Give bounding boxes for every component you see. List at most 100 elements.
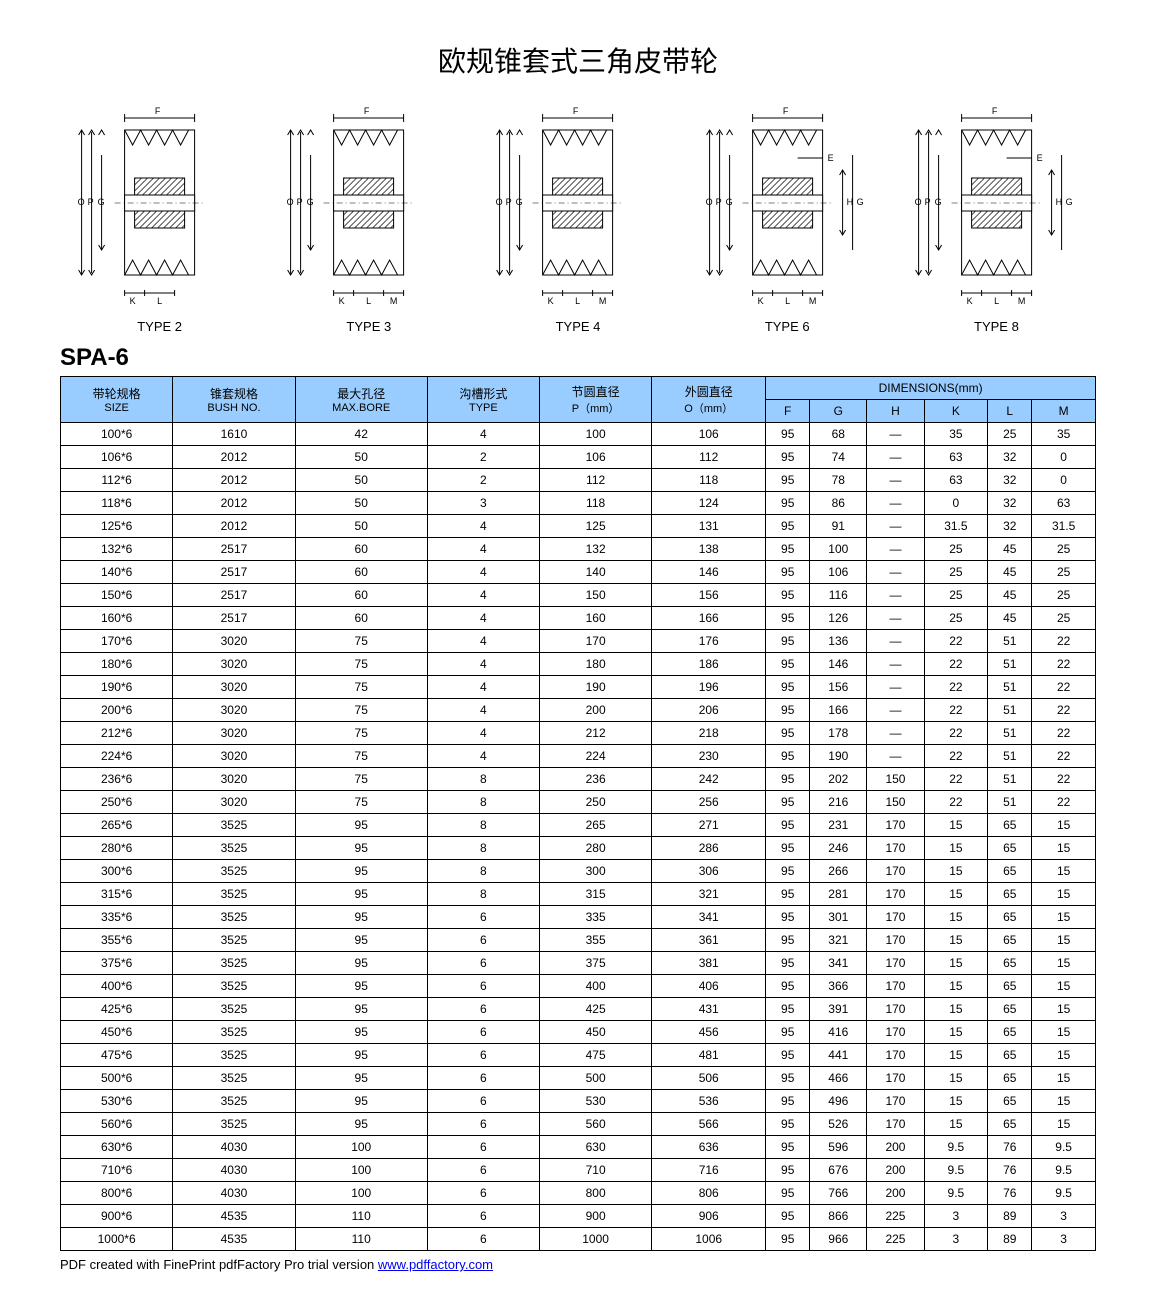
table-cell: 65 bbox=[988, 929, 1032, 952]
table-cell: 15 bbox=[1032, 883, 1096, 906]
table-row: 425*6352595642543195391170156515 bbox=[61, 998, 1096, 1021]
table-cell: 45 bbox=[988, 538, 1032, 561]
table-cell: 75 bbox=[295, 768, 427, 791]
table-cell: 906 bbox=[652, 1205, 766, 1228]
table-cell: 6 bbox=[427, 952, 539, 975]
table-cell: 95 bbox=[766, 975, 810, 998]
diagram: FOPGKLMTYPE 4 bbox=[478, 100, 677, 334]
table-cell: 216 bbox=[810, 791, 867, 814]
table-cell: 150 bbox=[867, 768, 924, 791]
svg-text:L: L bbox=[994, 296, 999, 306]
table-cell: 3525 bbox=[173, 1067, 295, 1090]
table-cell: — bbox=[867, 630, 924, 653]
table-cell: 3525 bbox=[173, 952, 295, 975]
table-cell: 95 bbox=[766, 860, 810, 883]
table-row: 100*616104241001069568—352535 bbox=[61, 423, 1096, 446]
svg-text:P: P bbox=[715, 197, 721, 207]
svg-text:G: G bbox=[1065, 197, 1072, 207]
table-cell: 15 bbox=[924, 837, 988, 860]
table-row: 335*6352595633534195301170156515 bbox=[61, 906, 1096, 929]
table-cell: 425*6 bbox=[61, 998, 173, 1021]
footer-link[interactable]: www.pdffactory.com bbox=[378, 1257, 493, 1272]
table-cell: 230 bbox=[652, 745, 766, 768]
model-heading: SPA-6 bbox=[60, 344, 1096, 372]
table-cell: 224 bbox=[539, 745, 651, 768]
table-cell: 95 bbox=[295, 814, 427, 837]
table-cell: 22 bbox=[924, 791, 988, 814]
table-cell: 65 bbox=[988, 883, 1032, 906]
table-cell: 22 bbox=[1032, 653, 1096, 676]
table-cell: 75 bbox=[295, 630, 427, 653]
table-cell: 3020 bbox=[173, 653, 295, 676]
table-cell: 15 bbox=[1032, 1113, 1096, 1136]
table-cell: 560*6 bbox=[61, 1113, 173, 1136]
table-cell: 150 bbox=[539, 584, 651, 607]
table-cell: 676 bbox=[810, 1159, 867, 1182]
table-cell: 170 bbox=[867, 1021, 924, 1044]
table-cell: 636 bbox=[652, 1136, 766, 1159]
table-cell: 51 bbox=[988, 722, 1032, 745]
table-row: 280*6352595828028695246170156515 bbox=[61, 837, 1096, 860]
table-cell: 0 bbox=[924, 492, 988, 515]
dim-col-header: G bbox=[810, 400, 867, 423]
table-row: 630*640301006630636955962009.5769.5 bbox=[61, 1136, 1096, 1159]
table-cell: 450 bbox=[539, 1021, 651, 1044]
table-cell: 22 bbox=[924, 653, 988, 676]
table-cell: 800*6 bbox=[61, 1182, 173, 1205]
svg-text:P: P bbox=[506, 197, 512, 207]
page-title: 欧规锥套式三角皮带轮 bbox=[60, 40, 1096, 80]
table-row: 800*640301006800806957662009.5769.5 bbox=[61, 1182, 1096, 1205]
table-cell: 4030 bbox=[173, 1182, 295, 1205]
table-cell: 50 bbox=[295, 515, 427, 538]
table-cell: 1000 bbox=[539, 1228, 651, 1251]
table-cell: 400*6 bbox=[61, 975, 173, 998]
table-cell: 200 bbox=[867, 1159, 924, 1182]
table-cell: 301 bbox=[810, 906, 867, 929]
diagram-label: TYPE 8 bbox=[897, 319, 1096, 334]
table-row: 106*620125021061129574—63320 bbox=[61, 446, 1096, 469]
table-cell: 32 bbox=[988, 446, 1032, 469]
table-cell: 530 bbox=[539, 1090, 651, 1113]
table-cell: 335*6 bbox=[61, 906, 173, 929]
table-cell: 95 bbox=[295, 1021, 427, 1044]
svg-text:K: K bbox=[130, 296, 136, 306]
table-cell: 496 bbox=[810, 1090, 867, 1113]
table-cell: 6 bbox=[427, 1067, 539, 1090]
table-cell: 60 bbox=[295, 607, 427, 630]
table-cell: 35 bbox=[1032, 423, 1096, 446]
table-cell: 25 bbox=[1032, 607, 1096, 630]
table-cell: 65 bbox=[988, 860, 1032, 883]
table-row: 212*6302075421221895178—225122 bbox=[61, 722, 1096, 745]
table-cell: 106 bbox=[539, 446, 651, 469]
dims-header: DIMENSIONS(mm) bbox=[766, 377, 1096, 400]
table-cell: 170 bbox=[867, 998, 924, 1021]
table-cell: 22 bbox=[1032, 745, 1096, 768]
table-row: 710*640301006710716956762009.5769.5 bbox=[61, 1159, 1096, 1182]
table-cell: 196 bbox=[652, 676, 766, 699]
table-cell: 375*6 bbox=[61, 952, 173, 975]
table-cell: 25 bbox=[1032, 561, 1096, 584]
table-cell: 190 bbox=[810, 745, 867, 768]
table-cell: 95 bbox=[295, 1090, 427, 1113]
table-cell: 15 bbox=[924, 814, 988, 837]
table-cell: 15 bbox=[924, 1090, 988, 1113]
table-cell: 3525 bbox=[173, 814, 295, 837]
table-cell: 118*6 bbox=[61, 492, 173, 515]
table-cell: 3020 bbox=[173, 745, 295, 768]
table-cell: 246 bbox=[810, 837, 867, 860]
table-cell: 22 bbox=[924, 722, 988, 745]
table-cell: 2012 bbox=[173, 446, 295, 469]
table-cell: 456 bbox=[652, 1021, 766, 1044]
table-cell: 50 bbox=[295, 492, 427, 515]
table-cell: 15 bbox=[924, 1044, 988, 1067]
table-cell: 110 bbox=[295, 1228, 427, 1251]
table-cell: 124 bbox=[652, 492, 766, 515]
table-cell: 95 bbox=[766, 538, 810, 561]
table-cell: 256 bbox=[652, 791, 766, 814]
table-cell: 341 bbox=[652, 906, 766, 929]
table-cell: 178 bbox=[810, 722, 867, 745]
table-cell: 15 bbox=[1032, 1044, 1096, 1067]
table-cell: 280 bbox=[539, 837, 651, 860]
table-cell: 190*6 bbox=[61, 676, 173, 699]
table-cell: 15 bbox=[1032, 952, 1096, 975]
